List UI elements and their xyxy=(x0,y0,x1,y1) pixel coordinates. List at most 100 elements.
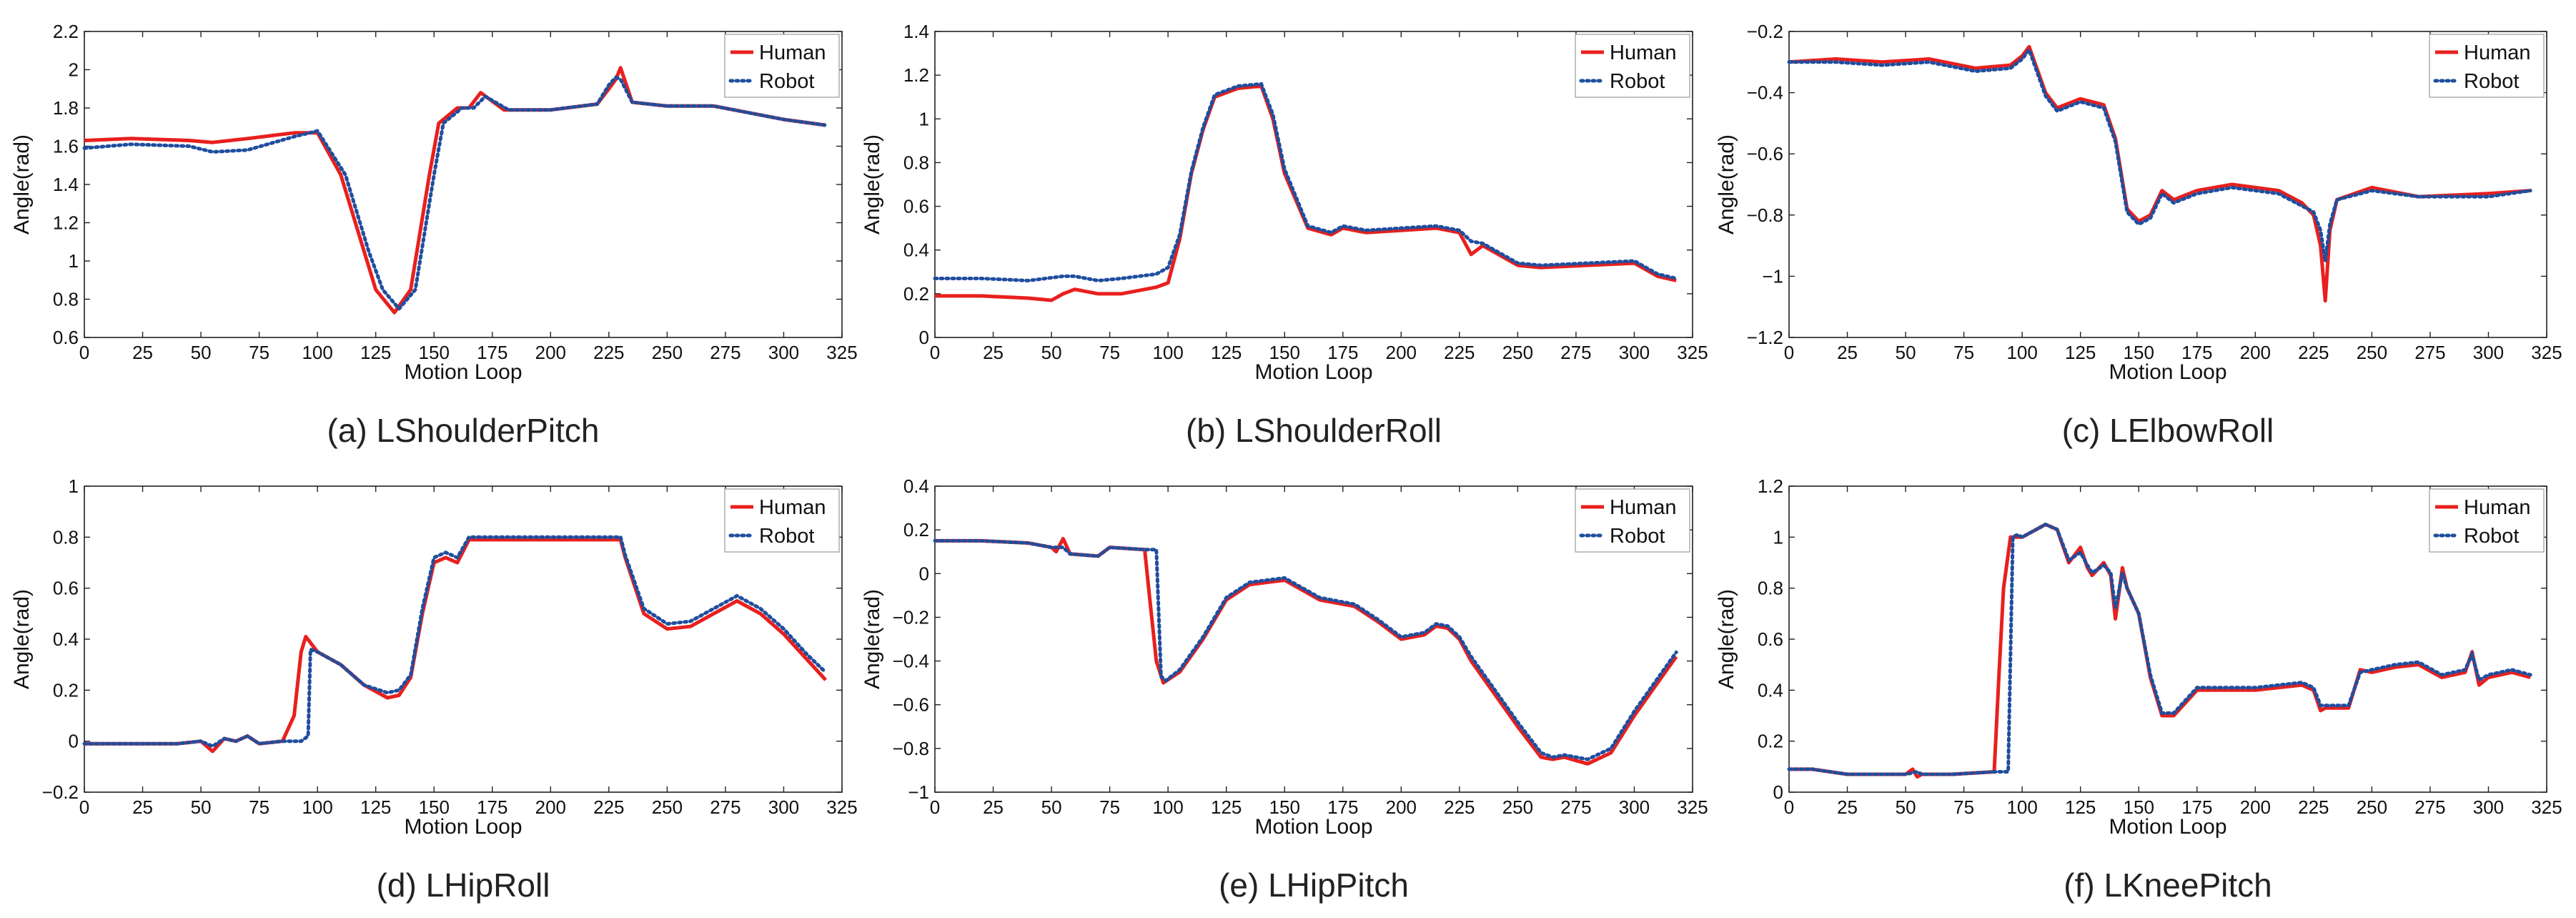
x-tick-label: 100 xyxy=(1152,796,1183,818)
x-tick-label: 225 xyxy=(2298,796,2329,818)
chart-panel: 0 25 50 75 100 125 150 175 200 225 250 275 300 325 −1.… xyxy=(1715,21,2562,449)
x-tick-label: 75 xyxy=(1953,796,1974,818)
y-axis-label: Angle(rad) xyxy=(1715,134,1738,235)
legend-label-human: Human xyxy=(1610,496,1677,519)
plot-area xyxy=(84,31,843,338)
x-tick-label: 0 xyxy=(79,342,89,363)
x-tick-label: 200 xyxy=(2240,342,2271,363)
y-axis-label: Angle(rad) xyxy=(861,589,884,689)
y-tick-label: 1 xyxy=(1773,526,1783,548)
x-tick-label: 225 xyxy=(1444,342,1475,363)
x-tick-label: 275 xyxy=(2414,342,2445,363)
y-tick-label: −0.8 xyxy=(1747,204,1783,226)
y-tick-label: 0 xyxy=(1773,781,1783,803)
x-tick-label: 300 xyxy=(2473,342,2504,363)
y-tick-label: −0.2 xyxy=(893,606,929,628)
x-tick-label: 150 xyxy=(2124,342,2154,363)
x-tick-label: 200 xyxy=(2240,796,2271,818)
chart-panel: 0 25 50 75 100 125 150 175 200 225 250 275 300 325 −0.… xyxy=(10,475,858,904)
x-tick-label: 50 xyxy=(191,342,212,363)
x-tick-label: 225 xyxy=(593,342,624,363)
x-tick-label: 150 xyxy=(419,342,450,363)
panel-caption: (c) LElbowRoll xyxy=(2062,412,2274,449)
x-tick-label: 250 xyxy=(652,342,683,363)
legend-label-human: Human xyxy=(1610,41,1677,64)
legend-label-human: Human xyxy=(759,496,826,519)
x-tick-label: 50 xyxy=(1896,342,1916,363)
legend-box xyxy=(724,488,840,553)
y-tick-label: 1.2 xyxy=(1758,475,1783,497)
y-tick-label: 1 xyxy=(919,108,929,129)
y-tick-label: 0.2 xyxy=(903,519,929,541)
y-tick-label: 0.4 xyxy=(53,628,79,650)
panel-caption: (d) LHipRoll xyxy=(377,867,550,904)
x-tick-label: 200 xyxy=(1386,342,1417,363)
legend-label-human: Human xyxy=(2464,41,2531,64)
y-tick-label: −0.6 xyxy=(893,694,929,716)
y-tick-label: 0.2 xyxy=(903,283,929,305)
chart-panel: 0 25 50 75 100 125 150 175 200 225 250 275 300 325 −1 −… xyxy=(861,475,1708,904)
x-tick-label: 100 xyxy=(302,342,332,363)
x-tick-label: 300 xyxy=(2473,796,2504,818)
x-tick-label: 75 xyxy=(1099,342,1120,363)
x-tick-label: 275 xyxy=(2414,796,2445,818)
x-tick-label: 325 xyxy=(826,342,857,363)
x-tick-label: 0 xyxy=(79,796,89,818)
y-tick-label: 0.6 xyxy=(1758,628,1783,650)
x-axis-label: Motion Loop xyxy=(404,815,522,839)
x-tick-label: 0 xyxy=(1784,796,1794,818)
plot-area xyxy=(934,31,1693,338)
x-tick-label: 100 xyxy=(2006,796,2037,818)
y-tick-label: 0.8 xyxy=(53,526,79,548)
x-tick-label: 75 xyxy=(1099,796,1120,818)
y-tick-label: 2.2 xyxy=(53,21,79,42)
x-tick-label: 175 xyxy=(477,796,507,818)
x-tick-label: 50 xyxy=(1896,796,1916,818)
legend-label-robot: Robot xyxy=(759,70,814,93)
y-tick-label: 1.4 xyxy=(903,21,929,42)
y-tick-label: 1.6 xyxy=(53,136,79,157)
x-tick-label: 0 xyxy=(1784,342,1794,363)
y-tick-label: 0.8 xyxy=(903,152,929,173)
legend-label-robot: Robot xyxy=(2464,525,2519,548)
x-axis-label: Motion Loop xyxy=(404,360,522,384)
x-tick-label: 325 xyxy=(826,796,857,818)
x-tick-label: 125 xyxy=(2065,796,2096,818)
y-tick-label: −1 xyxy=(908,781,929,803)
x-tick-label: 50 xyxy=(191,796,212,818)
y-tick-label: 1.8 xyxy=(53,97,79,119)
x-axis-label: Motion Loop xyxy=(1254,360,1372,384)
y-tick-label: 0.4 xyxy=(903,475,929,497)
y-tick-label: 0.6 xyxy=(53,578,79,599)
x-tick-label: 250 xyxy=(1502,796,1533,818)
x-tick-label: 275 xyxy=(710,342,740,363)
legend-box xyxy=(1575,488,1690,553)
y-tick-label: 1.2 xyxy=(903,64,929,86)
x-tick-label: 25 xyxy=(983,342,1004,363)
y-tick-label: 0.6 xyxy=(53,327,79,348)
x-tick-label: 125 xyxy=(1211,342,1242,363)
x-tick-label: 175 xyxy=(2181,342,2212,363)
legend-label-human: Human xyxy=(759,41,826,64)
series-line-robot xyxy=(1787,46,2532,262)
x-tick-label: 175 xyxy=(1327,796,1358,818)
x-tick-label: 275 xyxy=(710,796,740,818)
x-tick-label: 25 xyxy=(983,796,1004,818)
legend-box xyxy=(724,34,840,98)
panel-caption: (f) LKneePitch xyxy=(2064,867,2272,904)
y-tick-label: −0.4 xyxy=(1747,82,1783,104)
series-line-robot xyxy=(82,535,828,749)
x-tick-label: 200 xyxy=(535,796,566,818)
x-tick-label: 325 xyxy=(1677,342,1708,363)
x-axis-label: Motion Loop xyxy=(1254,815,1372,839)
y-tick-label: 0.8 xyxy=(1758,578,1783,599)
x-tick-label: 250 xyxy=(2357,342,2387,363)
y-tick-label: 0.2 xyxy=(53,679,79,701)
y-tick-label: 0 xyxy=(919,327,929,348)
y-tick-label: 1.4 xyxy=(53,174,79,195)
chart-panel: 0 25 50 75 100 125 150 175 200 225 250 275 300 325 0.6… xyxy=(10,21,858,449)
y-axis-label: Angle(rad) xyxy=(10,134,34,235)
plot-area xyxy=(84,485,843,793)
x-tick-label: 125 xyxy=(360,342,391,363)
